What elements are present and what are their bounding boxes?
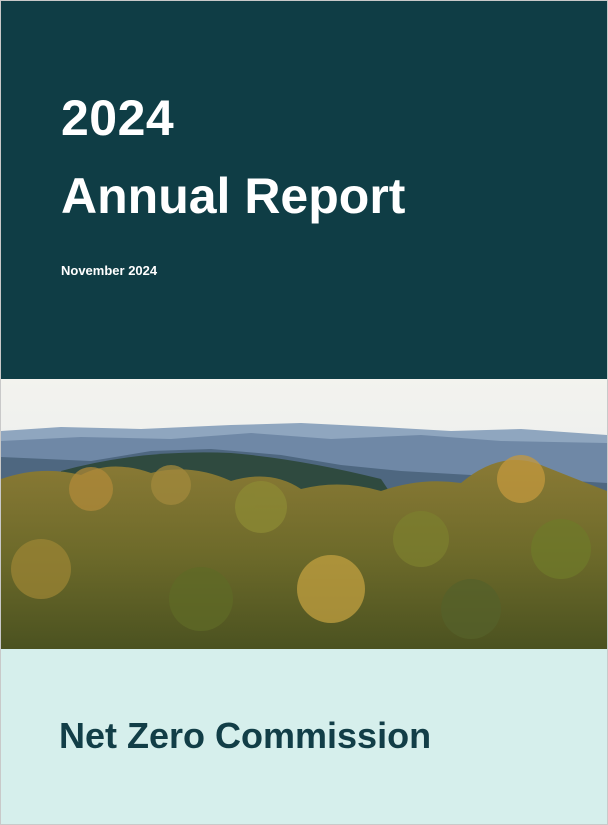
report-date: November 2024	[61, 263, 157, 278]
report-year: 2024	[61, 89, 174, 147]
organisation-name: Net Zero Commission	[59, 715, 431, 757]
header-panel: 2024 Annual Report November 2024	[1, 1, 607, 379]
footer-panel: Net Zero Commission	[1, 649, 607, 824]
report-title: Annual Report	[61, 167, 405, 225]
landscape-photo	[1, 379, 607, 649]
cover-page: 2024 Annual Report November 2024	[0, 0, 608, 825]
